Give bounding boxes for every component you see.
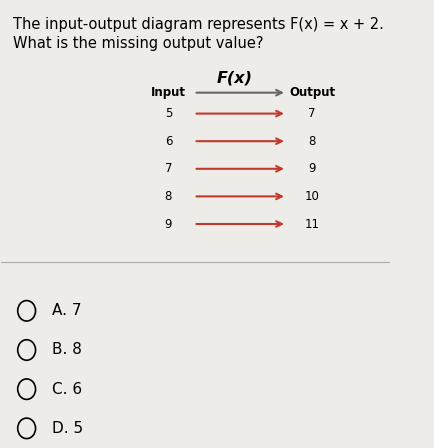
Text: 7: 7 xyxy=(164,162,172,175)
Text: B. 8: B. 8 xyxy=(52,343,82,358)
Text: A. 7: A. 7 xyxy=(52,303,81,319)
Text: Output: Output xyxy=(288,86,334,99)
Text: C. 6: C. 6 xyxy=(52,382,82,396)
Text: 10: 10 xyxy=(304,190,319,203)
Text: 9: 9 xyxy=(308,162,315,175)
Text: What is the missing output value?: What is the missing output value? xyxy=(13,36,263,51)
Text: 6: 6 xyxy=(164,135,172,148)
Text: 7: 7 xyxy=(308,107,315,120)
Text: 8: 8 xyxy=(164,190,172,203)
Text: The input-output diagram represents F(x) = x + 2.: The input-output diagram represents F(x)… xyxy=(13,17,383,32)
Text: Input: Input xyxy=(151,86,185,99)
Text: 11: 11 xyxy=(304,217,319,231)
Text: F(x): F(x) xyxy=(216,70,252,86)
Text: 8: 8 xyxy=(308,135,315,148)
Text: D. 5: D. 5 xyxy=(52,421,83,436)
Text: 9: 9 xyxy=(164,217,172,231)
Text: 5: 5 xyxy=(164,107,172,120)
